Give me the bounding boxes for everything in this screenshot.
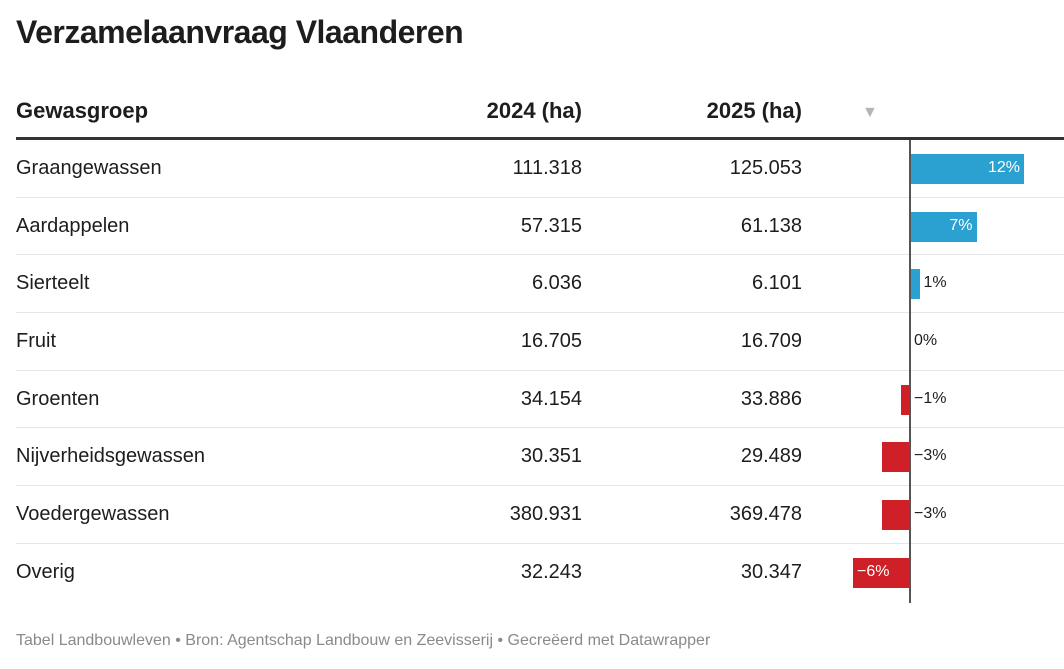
cell-gewasgroep: Overig [16,560,75,583]
cell-gewasgroep: Graangewassen [16,157,162,179]
cell-2024: 30.351 [520,445,582,468]
cell-2024: 111.318 [512,157,582,179]
cell-2024: 380.931 [509,503,582,526]
table-header: Gewasgroep 2024 (ha) 2025 (ha) ▼ [16,84,1064,140]
change-bar [853,557,910,588]
change-label: 12% [987,159,1020,176]
header-gewasgroep[interactable]: Gewasgroep [16,98,149,123]
table-row: Nijverheidsgewassen 30.351 29.489 −3% [16,428,1064,487]
cell-2025: 125.053 [729,157,802,179]
cell-gewasgroep: Groenten [16,387,100,410]
change-label: −3% [914,447,947,465]
change-label: −1% [914,389,947,407]
change-label: 7% [949,216,973,234]
cell-2024: 57.315 [520,214,582,237]
table-row: Groenten 34.154 33.886 −1% [16,371,1064,429]
cell-2025: 33.886 [740,387,802,410]
header-2024[interactable]: 2024 (ha) [486,98,582,123]
cell-2024: 34.154 [520,387,582,410]
table-row: Graangewassen 111.318 125.053 12% [16,140,1064,198]
change-label: −6% [857,562,890,580]
cell-gewasgroep: Voedergewassen [16,503,170,526]
table-body: Graangewassen 111.318 125.053 12% Aardappele… [16,140,1064,602]
change-bar [881,442,910,473]
cell-2025: 369.478 [729,503,802,526]
zero-axis-line [909,140,911,603]
change-bar [910,154,1024,184]
cell-2024: 32.243 [520,560,582,583]
change-bar [910,269,920,300]
header-2025[interactable]: 2025 (ha) [706,98,802,123]
cell-2025: 6.101 [751,272,802,295]
cell-2024: 6.036 [531,272,582,295]
cell-2025: 16.709 [740,330,802,353]
cell-2025: 61.138 [740,214,802,237]
table-row: Sierteelt 6.036 6.101 1% [16,255,1064,314]
cell-gewasgroep: Fruit [16,330,56,353]
sort-down-icon[interactable]: ▼ [862,104,878,121]
table-row: Aardappelen 57.315 61.138 7% [16,198,1064,256]
change-bar [910,211,977,242]
cell-gewasgroep: Aardappelen [16,214,130,237]
table-row: Voedergewassen 380.931 369.478 −3% [16,486,1064,544]
change-label: 0% [914,332,938,350]
footer-source: Tabel Landbouwleven • Bron: Agentschap L… [16,632,711,649]
change-bar [900,384,910,415]
cell-2025: 30.347 [740,560,802,583]
table-row: Fruit 16.705 16.709 0% [16,313,1064,371]
change-label: −3% [914,505,947,523]
cell-2025: 29.489 [740,445,802,468]
cell-2024: 16.705 [520,330,582,353]
change-bar [881,500,910,531]
page-title: Verzamelaanvraag Vlaanderen [16,14,464,50]
cell-gewasgroep: Sierteelt [16,272,90,295]
data-table: Gewasgroep 2024 (ha) 2025 (ha) ▼ Graange… [16,84,1064,602]
cell-gewasgroep: Nijverheidsgewassen [16,445,205,468]
table-row: Overig 32.243 30.347 −6% [16,544,1064,602]
change-label: 1% [923,274,947,292]
